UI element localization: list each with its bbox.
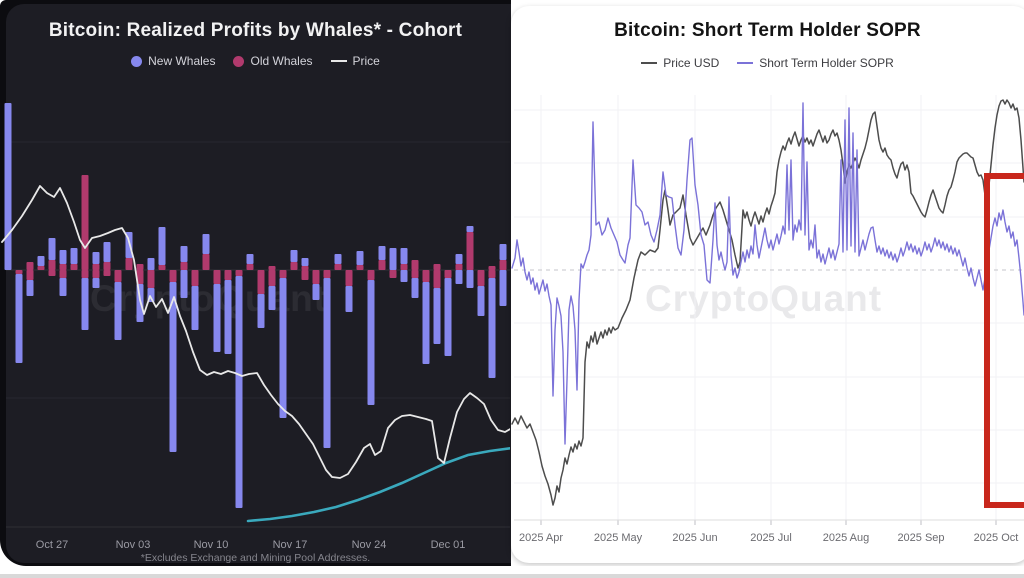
right-chart-legend: Price USD Short Term Holder SOPR <box>511 56 1024 70</box>
x-axis-label: Oct 27 <box>35 539 69 551</box>
legend-item-new-whales[interactable]: New Whales <box>131 54 215 68</box>
new-whales-swatch-icon <box>131 55 143 67</box>
x-axis-label: Nov 10 <box>193 539 229 551</box>
price-usd-swatch-icon <box>641 62 658 64</box>
legend-label: Price USD <box>663 56 720 70</box>
x-axis-label: Nov 03 <box>115 539 151 551</box>
x-axis-label: Dec 01 <box>430 539 466 551</box>
x-axis-label: 2025 Apr <box>518 532 564 544</box>
page-bottom-edge <box>0 574 1024 578</box>
legend-item-sth-sopr[interactable]: Short Term Holder SOPR <box>737 56 894 70</box>
x-axis-label: 2025 Sep <box>897 532 945 544</box>
x-axis-label: Nov 17 <box>272 539 308 551</box>
x-axis-label: 2025 Oct <box>973 532 1019 544</box>
right-chart-title: Bitcoin: Short Term Holder SOPR <box>614 20 921 41</box>
x-axis-label: 2025 Aug <box>822 532 870 544</box>
legend-item-price[interactable]: Price <box>330 54 380 68</box>
x-axis-label: 2025 Jul <box>750 532 792 544</box>
left-chart-legend: New Whales Old Whales Price <box>0 54 511 68</box>
sth-sopr-swatch-icon <box>737 62 754 64</box>
legend-label: Price <box>352 54 380 68</box>
legend-item-price-usd[interactable]: Price USD <box>641 56 719 70</box>
left-chart-footnote: *Excludes Exchange and Mining Pool Addre… <box>140 552 371 564</box>
x-axis-label: Nov 24 <box>351 539 387 551</box>
left-chart-title: Bitcoin: Realized Profits by Whales* - C… <box>48 20 463 41</box>
right-chart-card <box>511 6 1024 563</box>
legend-item-old-whales[interactable]: Old Whales <box>233 54 313 68</box>
x-axis-label: 2025 May <box>593 532 643 544</box>
x-axis-label: 2025 Jun <box>672 532 718 544</box>
legend-label: Old Whales <box>250 54 313 68</box>
old-whales-swatch-icon <box>233 55 245 67</box>
price-line-swatch-icon <box>330 60 347 62</box>
legend-label: Short Term Holder SOPR <box>759 56 894 70</box>
legend-label: New Whales <box>148 54 216 68</box>
